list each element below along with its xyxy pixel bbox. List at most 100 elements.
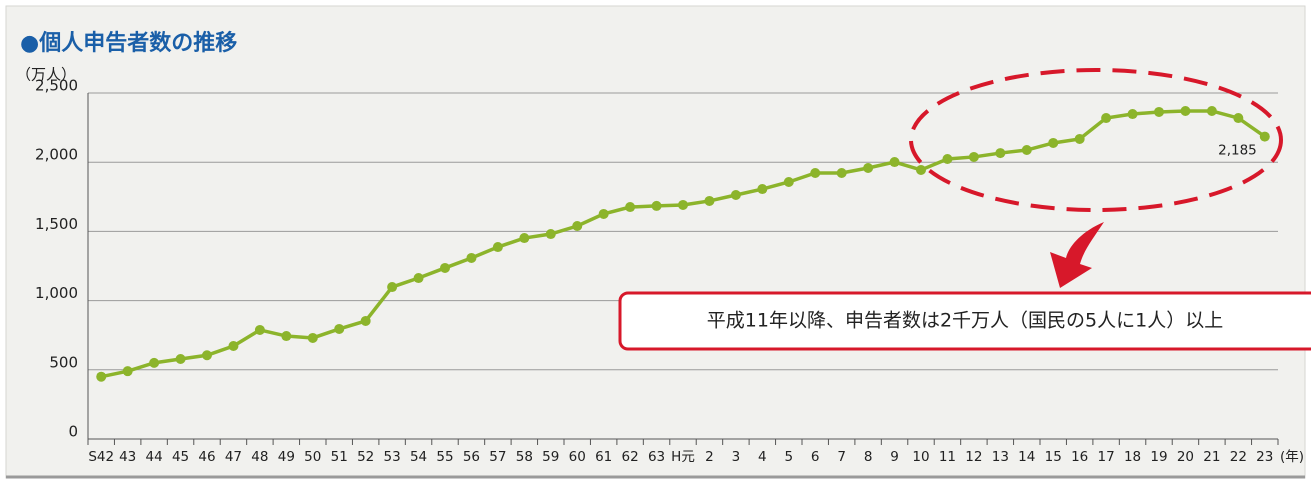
point (466, 252, 477, 263)
point (545, 229, 556, 240)
point (175, 354, 186, 365)
x-tick-label: 8 (864, 449, 873, 465)
x-tick-label: 53 (384, 449, 401, 465)
x-tick-label: 44 (146, 449, 163, 465)
point (625, 202, 636, 213)
x-tick-label: S42 (88, 449, 114, 465)
x-tick-label: 5 (784, 449, 793, 465)
x-tick-label: 63 (648, 449, 665, 465)
point (96, 371, 107, 382)
x-tick-label: 10 (912, 449, 929, 465)
y-unit: （万人） (16, 66, 76, 84)
point (334, 323, 345, 334)
x-tick-label: 13 (992, 449, 1009, 465)
panel (5, 5, 1306, 479)
x-tick-label: 17 (1098, 449, 1115, 465)
x-tick-label: 57 (489, 449, 506, 465)
x-tick-label: 3 (732, 449, 741, 465)
y-tick-label: 0 (68, 423, 78, 441)
point (1021, 145, 1032, 156)
point (730, 190, 741, 201)
point (1127, 109, 1138, 120)
point (1048, 137, 1059, 148)
x-tick-label: 2 (705, 449, 714, 465)
point (572, 221, 583, 232)
point (836, 167, 847, 178)
point (916, 164, 926, 175)
point (413, 273, 424, 284)
y-tick-label: 2,000 (35, 146, 78, 164)
x-tick-label: 6 (811, 449, 820, 465)
point (387, 282, 398, 293)
x-tick-label: 43 (119, 449, 136, 465)
y-tick-label: 500 (49, 353, 78, 371)
x-tick-label: 56 (463, 449, 480, 465)
point (281, 331, 292, 342)
highlight-ellipse (909, 68, 1283, 212)
arrow (1050, 222, 1104, 288)
x-tick-label: 60 (569, 449, 586, 465)
y-tick-label: 1,000 (35, 284, 78, 302)
x-tick-label: 15 (1045, 449, 1062, 465)
point (202, 350, 212, 361)
point (122, 366, 133, 377)
point (1101, 113, 1112, 124)
point (360, 315, 371, 326)
x-tick-label: 22 (1230, 449, 1247, 465)
x-tick-label: 46 (198, 449, 215, 465)
y-tick-label: 2,500 (35, 77, 78, 95)
x-tick-label: 12 (965, 449, 982, 465)
x-tick-label: 58 (516, 449, 533, 465)
x-unit: (年) (1280, 449, 1304, 465)
point (704, 195, 715, 206)
x-tick-label: 48 (251, 449, 268, 465)
point (995, 148, 1006, 159)
value-label: 2,185 (1218, 143, 1257, 159)
x-tick-label: 45 (172, 449, 189, 465)
x-tick-label: 20 (1177, 449, 1194, 465)
point (651, 200, 662, 211)
x-tick-label: 47 (225, 449, 242, 465)
point (783, 176, 794, 187)
x-tick-label: 49 (278, 449, 295, 465)
point (1259, 131, 1270, 142)
x-tick-label: 19 (1150, 449, 1167, 465)
point (968, 151, 979, 162)
point (863, 163, 874, 174)
point (810, 167, 821, 178)
point (1074, 133, 1085, 144)
x-tick-label: 50 (304, 449, 321, 465)
x-tick-label: 54 (410, 449, 427, 465)
point (678, 199, 688, 210)
point (440, 262, 450, 273)
point (307, 332, 318, 343)
x-tick-label: 18 (1124, 449, 1141, 465)
chart-title: ●個人申告者数の推移 (20, 30, 237, 56)
point (254, 324, 265, 335)
annotation: 平成11年以降、申告者数は2千万人（国民の5人に1人）以上 (707, 310, 1223, 332)
point (1233, 113, 1244, 124)
x-tick-label: 11 (939, 449, 956, 465)
x-tick-label: H元 (671, 449, 695, 465)
x-tick-label: 59 (542, 449, 559, 465)
x-tick-label: 7 (837, 449, 846, 465)
point (942, 154, 953, 165)
point (757, 184, 768, 195)
point (889, 157, 900, 168)
point (1180, 105, 1191, 116)
point (519, 233, 530, 244)
x-tick-label: 61 (595, 449, 612, 465)
x-tick-label: 9 (890, 449, 899, 465)
x-tick-label: 62 (622, 449, 639, 465)
point (1206, 105, 1217, 116)
x-tick-label: 21 (1203, 449, 1220, 465)
point (492, 242, 503, 253)
point (228, 340, 239, 351)
x-tick-label: 4 (758, 449, 767, 465)
y-tick-label: 1,500 (35, 215, 78, 233)
x-tick-label: 14 (1018, 449, 1035, 465)
point (598, 208, 609, 219)
